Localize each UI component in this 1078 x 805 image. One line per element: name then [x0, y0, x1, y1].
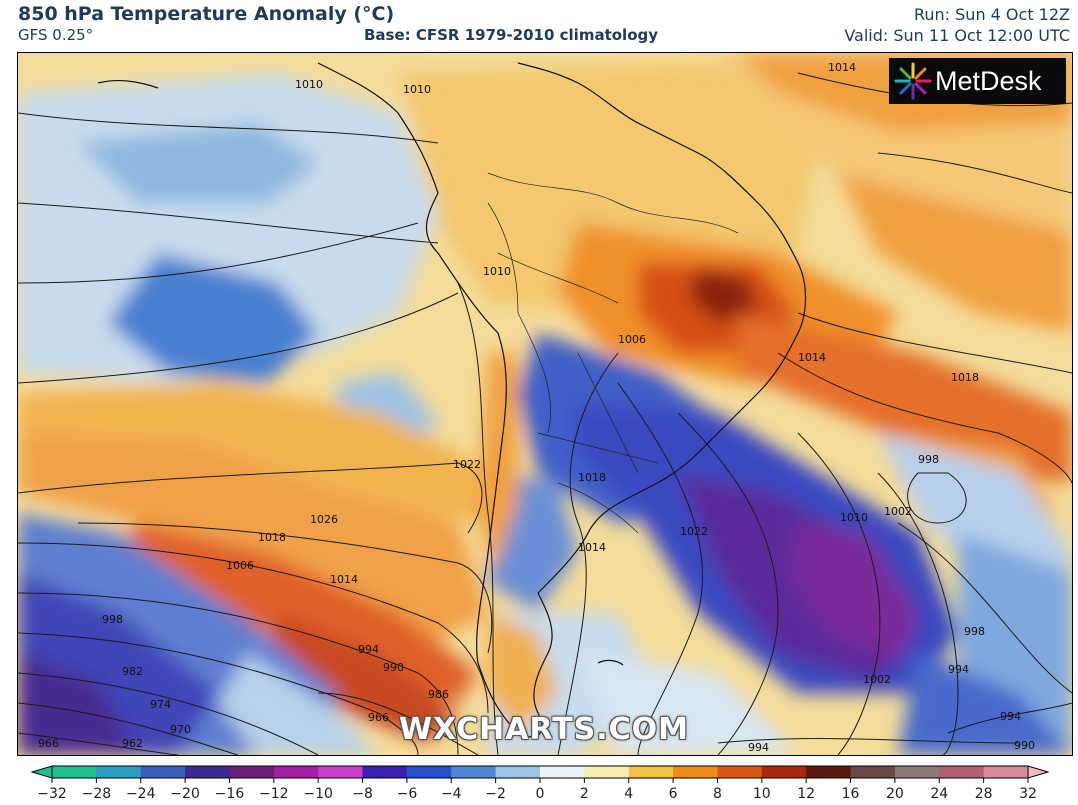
colorbar-tick-label: −4 [440, 786, 462, 802]
colorbar-segment [229, 766, 275, 778]
isobars [18, 72, 1072, 755]
colorbar-tick-label: −10 [303, 786, 333, 802]
colorbar-segment [628, 766, 674, 778]
pressure-label: 994 [1000, 710, 1021, 723]
pressure-label: 986 [428, 688, 449, 701]
map-canvas: 1010 1010 1014 1010 1006 1014 1018 998 1… [18, 53, 1072, 755]
metdesk-starburst-icon [894, 62, 932, 100]
colorbar-segment [894, 766, 940, 778]
pressure-label: 1018 [951, 371, 979, 384]
colorbar-min-arrow [30, 765, 53, 779]
country-borders [487, 172, 739, 534]
colorbar-segment [318, 766, 364, 778]
pressure-label: 1014 [828, 61, 856, 74]
colorbar-tick-label: 2 [579, 786, 589, 802]
colorbar-tick-label: −2 [485, 786, 506, 802]
colorbar-tick-label: 20 [885, 786, 904, 802]
pressure-label: 998 [918, 453, 939, 466]
colorbar-segment [406, 766, 452, 778]
colorbar-tick-label: 16 [841, 786, 860, 802]
colorbar-segment [717, 766, 763, 778]
colorbar-tick-label: −16 [214, 786, 245, 802]
pressure-label: 1014 [798, 351, 826, 364]
anomaly-field [18, 53, 1072, 755]
pressure-label: 1018 [258, 531, 286, 544]
pressure-label: 1002 [884, 505, 912, 518]
pressure-labels: 1010 1010 1014 1010 1006 1014 1018 998 1… [38, 61, 1035, 754]
pressure-label: 990 [1014, 739, 1035, 752]
chart-title: 850 hPa Temperature Anomaly (°C) [18, 3, 395, 25]
colorbar-segment [140, 766, 186, 778]
pressure-label: 994 [748, 741, 769, 754]
colorbar-segment [52, 766, 97, 778]
run-time-label: Run: Sun 4 Oct 12Z [913, 5, 1070, 24]
colorbar-segment [584, 766, 630, 778]
colorbar-max-arrow [1027, 765, 1050, 779]
colorbar-bar [30, 765, 1050, 783]
pressure-label: 1002 [863, 673, 891, 686]
pressure-label: 1006 [226, 559, 254, 572]
pressure-label: 1014 [578, 541, 606, 554]
pressure-label: 970 [170, 723, 191, 736]
colorbar-segment [850, 766, 896, 778]
colorbar-segment [273, 766, 319, 778]
colorbar-tick-label: 8 [712, 786, 722, 802]
pressure-label: 1006 [618, 333, 646, 346]
colorbar-tick-label: −8 [352, 786, 373, 802]
colorbar-tick-label: −6 [396, 786, 418, 802]
pressure-label: 966 [38, 737, 59, 750]
colorbar-tick-label: 32 [1019, 786, 1037, 802]
pressure-label: 1010 [403, 83, 431, 96]
pressure-label: 1018 [578, 471, 606, 484]
pressure-label: 966 [368, 711, 389, 724]
colorbar-tick-label: 24 [930, 786, 949, 802]
colorbar-segment [673, 766, 718, 778]
pressure-label: 998 [964, 625, 985, 638]
pressure-label: 994 [948, 663, 969, 676]
pressure-label: 1010 [483, 265, 511, 278]
colorbar-tick-label: −28 [81, 786, 112, 802]
pressure-label: 994 [358, 643, 379, 656]
colorbar-tick-label: 0 [535, 786, 545, 802]
colorbar-tick-label: −12 [259, 786, 289, 802]
colorbar-tick-label: 28 [974, 786, 993, 802]
colorbar-tick-label: −20 [170, 786, 200, 802]
pressure-label: 962 [122, 737, 143, 750]
pressure-label: 1022 [453, 458, 481, 471]
pressure-label: 998 [102, 613, 123, 626]
colorbar-segment [495, 766, 541, 778]
pressure-label: 1010 [295, 78, 323, 91]
wxcharts-watermark: WXCHARTS.COM [398, 712, 690, 747]
colorbar-tick-label: −24 [125, 786, 156, 802]
colorbar-segment [939, 766, 985, 778]
metdesk-logo: MetDesk [889, 58, 1066, 104]
pressure-label: 1022 [680, 525, 708, 538]
model-label: GFS 0.25° [18, 26, 94, 44]
pressure-label: 982 [122, 665, 143, 678]
colorbar-tick-label: 6 [668, 786, 678, 802]
metdesk-logo-text: MetDesk [935, 65, 1042, 96]
colorbar-segment [451, 766, 497, 778]
colorbar-tick-label: 12 [797, 786, 816, 802]
colorbar-segment [540, 766, 585, 778]
colorbar: −32 −28 −24 −20 −16 −12 −10 −8 −6 −4 −2 0 2 4 6 8 10 12 16… [0, 760, 1078, 805]
colorbar-segment [362, 766, 408, 778]
valid-time-label: Valid: Sun 11 Oct 12:00 UTC [844, 26, 1070, 45]
pressure-label: 990 [383, 661, 404, 674]
colorbar-segment [96, 766, 142, 778]
colorbar-segment [806, 766, 852, 778]
pressure-label: 1026 [310, 513, 338, 526]
anomaly-map: 1010 1010 1014 1010 1006 1014 1018 998 1… [17, 52, 1073, 756]
colorbar-tick-label: 10 [752, 786, 771, 802]
pressure-label: 974 [150, 698, 171, 711]
pressure-label: 1014 [330, 573, 358, 586]
colorbar-tick-label: 4 [624, 786, 634, 802]
pressure-label: 1010 [840, 511, 868, 524]
coastlines [97, 62, 807, 738]
colorbar-segment [761, 766, 807, 778]
colorbar-tick-label: −32 [37, 786, 67, 802]
base-climatology-label: Base: CFSR 1979-2010 climatology [364, 26, 659, 44]
colorbar-segment [185, 766, 230, 778]
colorbar-segment [983, 766, 1029, 778]
